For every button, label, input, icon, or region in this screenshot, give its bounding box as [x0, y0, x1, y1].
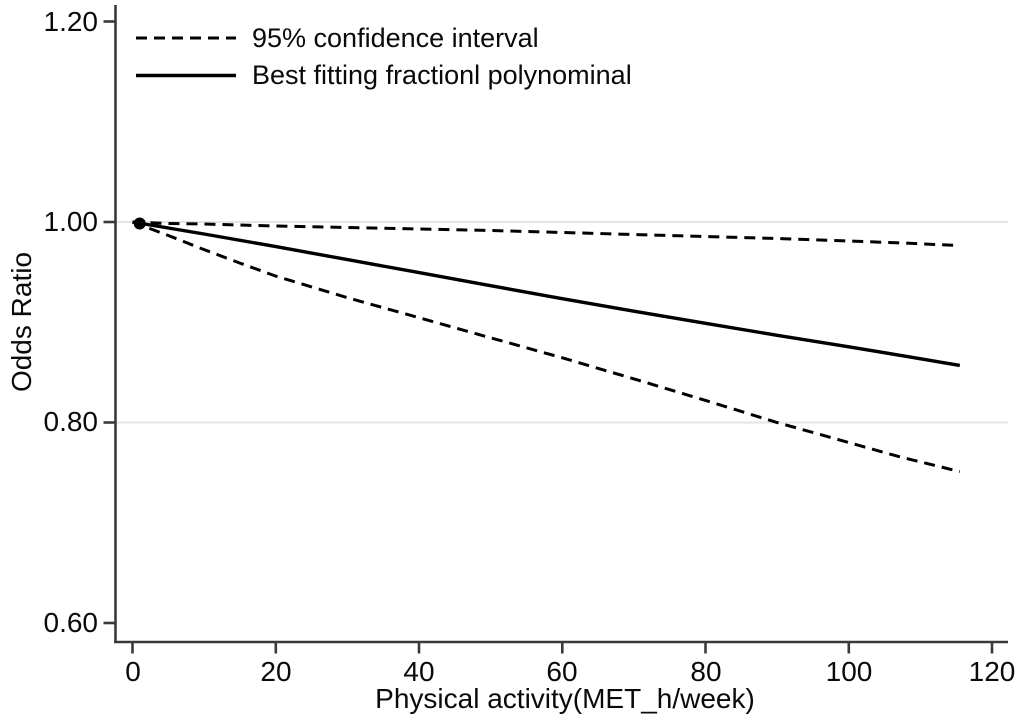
- legend-label-best-fit: Best fitting fractionl polynominal: [252, 60, 632, 90]
- confidence-interval-line: [132, 220, 960, 248]
- x-tick-label: 120: [968, 656, 1016, 687]
- x-tick-label: 80: [690, 656, 722, 687]
- x-tick-label: 60: [546, 656, 578, 687]
- x-tick-label: 40: [403, 656, 435, 687]
- x-tick-label: 20: [260, 656, 292, 687]
- y-tick-label: 1.00: [43, 206, 99, 237]
- y-tick-label: 1.20: [43, 6, 99, 37]
- origin-marker: [133, 217, 146, 230]
- x-axis-title: Physical activity(MET_h/week): [375, 683, 755, 714]
- x-tick-label: 100: [825, 656, 873, 687]
- confidence-interval-line: [131, 220, 961, 474]
- legend-label-confidence-interval: 95% confidence interval: [252, 23, 539, 53]
- y-tick-label: 0.80: [43, 406, 99, 437]
- best-fit-line: [132, 220, 961, 368]
- x-tick-label: 0: [125, 656, 141, 687]
- y-tick-label: 0.60: [43, 607, 99, 638]
